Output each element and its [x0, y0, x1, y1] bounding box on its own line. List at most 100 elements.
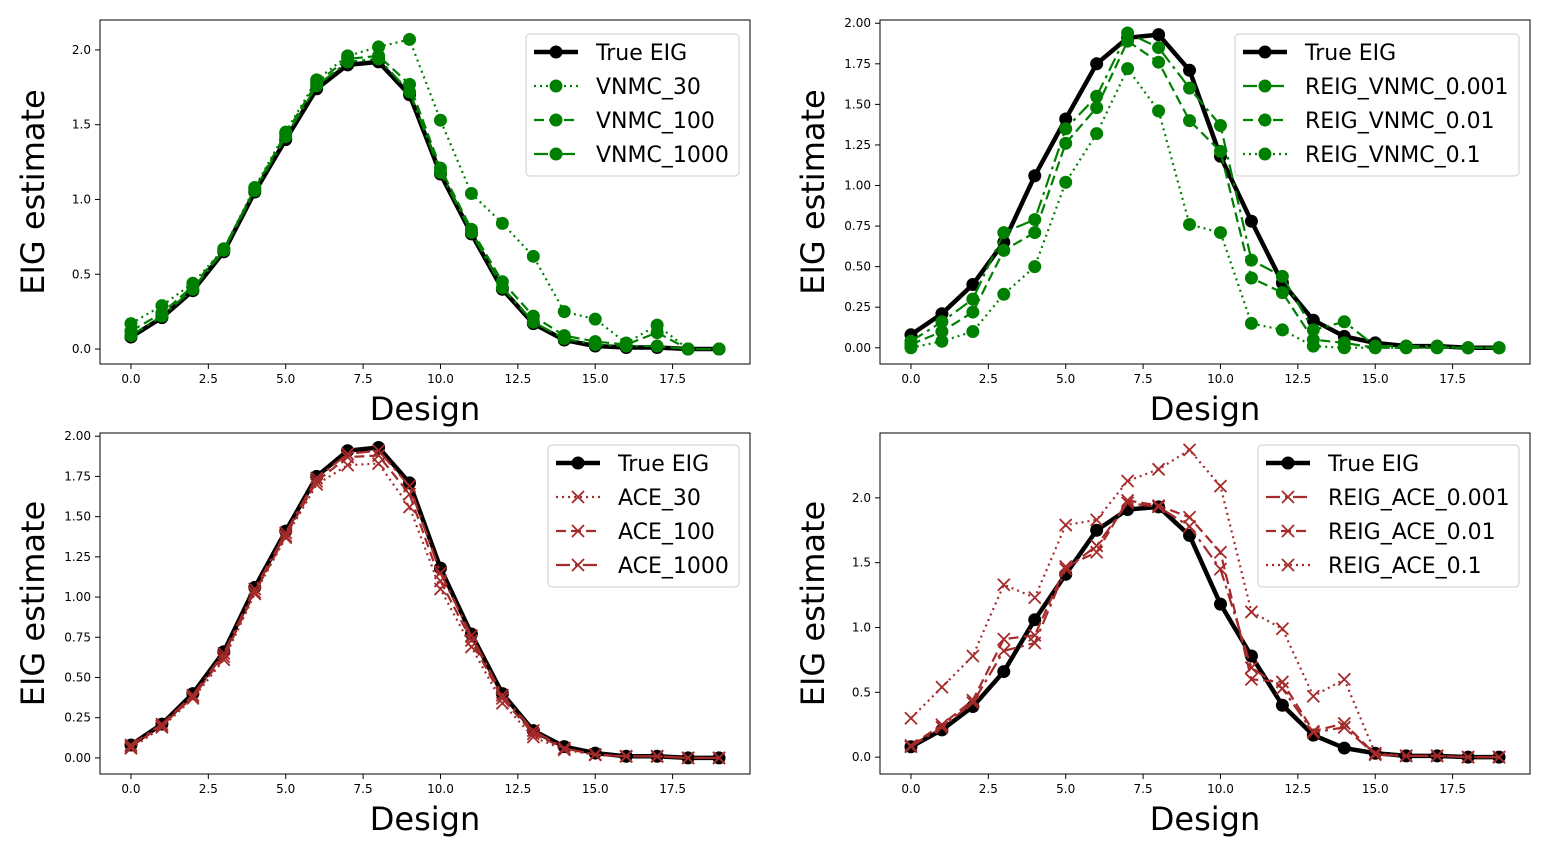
series-true-eig-point-6	[1090, 523, 1104, 537]
x-tick-label: 12.5	[504, 372, 531, 386]
series-vnmc-1000	[124, 52, 726, 356]
series-ace-1000-point-14	[557, 741, 571, 755]
legend-entry-reig-vnmc-0-01: REIG_VNMC_0.01	[1243, 109, 1495, 134]
series-reig-vnmc-0-1-point-15	[1368, 341, 1382, 355]
series-reig-ace-0-01-point-10	[1213, 545, 1228, 559]
series-reig-vnmc-0-01-point-6	[1090, 101, 1104, 115]
series-reig-vnmc-0-1-line	[910, 67, 1500, 349]
series-ace-1000-point-10	[433, 566, 448, 580]
series-ace-1000-point-5	[279, 526, 293, 540]
series-reig-ace-0-1	[904, 443, 1506, 764]
series-reig-ace-0-01-point-0	[904, 738, 918, 753]
series-ace-1000-point-6	[310, 471, 324, 485]
x-tick-label: 7.5	[1134, 372, 1153, 386]
y-tick-label: 1.25	[64, 550, 91, 564]
series-reig-ace-0-01-point-14	[1337, 716, 1351, 731]
x-tick-label: 0.0	[901, 782, 920, 796]
legend-entry-ace-30-label: ACE_30	[618, 486, 701, 511]
series-reig-ace-0-1-point-18	[1461, 750, 1475, 764]
series-ace-1000-point-15	[588, 748, 602, 762]
series-reig-ace-0-1-point-8	[1151, 462, 1166, 476]
x-tick-label: 17.5	[1439, 782, 1466, 796]
series-reig-ace-0-01-point-7	[1120, 493, 1135, 508]
series-reig-vnmc-0-1-point-8	[1152, 104, 1166, 118]
series-ace-30-point-3	[217, 653, 231, 667]
legend-entry-reig-vnmc-0-01-marker-point-0	[1258, 113, 1272, 127]
series-reig-vnmc-0-1-point-5	[1059, 175, 1073, 189]
series-reig-vnmc-0-1-point-17	[1430, 341, 1444, 355]
y-tick-label: 1.5	[852, 556, 871, 570]
series-vnmc-1000-point-3	[217, 243, 231, 257]
series-ace-1000-point-12	[495, 688, 510, 702]
series-ace-1000-point-1	[155, 717, 169, 731]
series-vnmc-1000-point-12	[495, 281, 509, 295]
series-vnmc-1000-point-14	[557, 332, 571, 346]
series-reig-ace-0-001-point-13	[1306, 725, 1320, 740]
series-reig-vnmc-0-1-point-6	[1090, 127, 1104, 141]
legend-entry-true-eig: True EIG	[534, 41, 687, 66]
x-tick-label: 0.0	[121, 782, 140, 796]
series-ace-30-point-13	[526, 730, 540, 744]
series-ace-1000-point-0	[124, 738, 138, 752]
series-reig-ace-0-01-point-3	[997, 632, 1011, 646]
series-ace-30-line	[130, 462, 720, 760]
plot-area	[124, 440, 726, 765]
series-true-eig-point-9	[403, 476, 417, 490]
legend-entry-reig-ace-0-01: REIG_ACE_0.01	[1266, 520, 1496, 545]
y-axis-label: EIG estimate	[14, 501, 52, 706]
series-reig-vnmc-0-01-point-10	[1213, 144, 1227, 158]
series-reig-vnmc-0-001-point-3	[997, 226, 1011, 240]
series-reig-vnmc-0-1-point-18	[1461, 341, 1475, 355]
series-vnmc-30-line	[130, 38, 720, 351]
x-tick-label: 7.5	[354, 372, 373, 386]
x-tick-label: 0.0	[121, 372, 140, 386]
legend-entry-true-eig-marker-point-0	[549, 45, 563, 59]
legend: True EIG ACE_30 ACE_100 ACE_1000	[547, 444, 740, 588]
y-axis-label: EIG estimate	[14, 89, 52, 294]
series-reig-ace-0-1-point-12	[1275, 622, 1290, 636]
x-tick-label: 12.5	[1284, 782, 1311, 796]
series-ace-1000-point-9	[402, 479, 417, 493]
legend-entry-reig-ace-0-001-label: REIG_ACE_0.001	[1328, 486, 1510, 511]
legend-entry-true-eig-marker-point-0	[1281, 456, 1295, 470]
legend-entry-reig-ace-0-001-marker-point-0	[1281, 490, 1295, 504]
series-ace-100-point-13	[526, 727, 540, 741]
legend-box	[547, 444, 740, 588]
x-axis-label: Design	[370, 390, 480, 428]
plot-area	[904, 26, 1506, 355]
series-reig-vnmc-0-1-point-1	[935, 334, 949, 348]
legend-entry-reig-ace-0-1: REIG_ACE_0.1	[1266, 554, 1482, 579]
series-ace-100-point-12	[495, 691, 510, 706]
x-tick-label: 15.0	[582, 372, 609, 386]
x-tick-label: 0.0	[901, 372, 920, 386]
series-reig-vnmc-0-1-point-13	[1306, 339, 1320, 353]
series-reig-vnmc-0-001-point-9	[1183, 81, 1197, 95]
x-tick-label: 5.0	[1056, 782, 1075, 796]
y-tick-label: 1.5	[72, 118, 91, 132]
series-ace-1000-point-11	[464, 629, 479, 643]
series-reig-vnmc-0-01-point-2	[966, 305, 980, 319]
x-tick-label: 5.0	[276, 782, 295, 796]
series-reig-vnmc-0-01-point-11	[1244, 271, 1258, 285]
series-reig-vnmc-0-001-point-12	[1275, 269, 1289, 283]
legend-entry-reig-vnmc-0-001: REIG_VNMC_0.001	[1243, 75, 1509, 100]
axes-frame	[879, 19, 1531, 365]
series-reig-ace-0-001-point-6	[1090, 539, 1104, 553]
series-reig-ace-0-1-point-1	[935, 680, 949, 694]
plot-area	[904, 443, 1506, 764]
y-tick-label: 0.00	[844, 341, 871, 355]
x-tick-label: 5.0	[276, 372, 295, 386]
x-axis-label: Design	[1150, 800, 1260, 838]
x-tick-label: 2.5	[199, 372, 218, 386]
series-reig-vnmc-0-001-point-5	[1059, 122, 1073, 136]
series-vnmc-30-point-13	[526, 249, 540, 263]
series-vnmc-1000-point-1	[155, 309, 169, 323]
series-vnmc-1000-point-5	[279, 130, 293, 144]
legend-entry-ace-1000-label: ACE_1000	[618, 554, 729, 579]
legend: True EIG REIG_ACE_0.001 REIG_ACE_0.01 REIG_…	[1257, 444, 1520, 588]
legend-entry-ace-100-label: ACE_100	[618, 520, 715, 545]
series-reig-ace-0-1-point-16	[1399, 749, 1413, 763]
legend: True EIG VNMC_30 VNMC_100 VNMC_1000	[525, 33, 740, 177]
series-true-eig-point-4	[1028, 169, 1042, 183]
series-reig-vnmc-0-1-point-10	[1213, 226, 1227, 240]
